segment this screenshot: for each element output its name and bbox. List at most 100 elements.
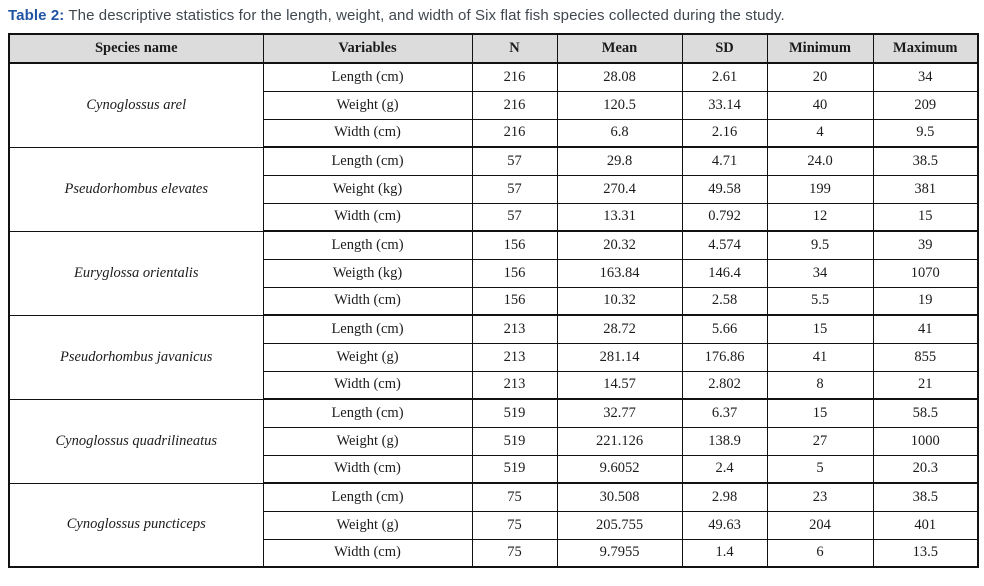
n-cell: 213	[471, 342, 558, 372]
sd-cell: 49.58	[681, 174, 768, 204]
sd-cell: 2.4	[681, 454, 768, 484]
mean-cell: 120.5	[556, 90, 683, 120]
mean-cell: 270.4	[556, 174, 683, 204]
variable-cell: Weight (g)	[262, 510, 473, 540]
min-cell: 5.5	[766, 286, 874, 316]
species-name-cell: Cynoglossus arel	[8, 62, 264, 148]
max-cell: 38.5	[872, 146, 979, 176]
n-cell: 519	[471, 426, 558, 456]
table-row: Width (cm) 213 14.57 2.802 8 21	[9, 370, 979, 400]
mean-cell: 20.32	[556, 230, 683, 260]
table-row: Cynoglossus puncticeps Length (cm) 75 30.50…	[8, 482, 979, 568]
species-name-cell: Pseudorhombus elevates	[8, 146, 264, 232]
variable-cell: Width (cm)	[262, 202, 473, 232]
species-name-cell: Cynoglossus puncticeps	[8, 482, 264, 568]
table-row: Pseudorhombus elevates Length (cm) 57 29.8 4…	[8, 146, 979, 232]
mean-cell: 10.32	[556, 286, 683, 316]
variable-cell: Length (cm)	[262, 230, 473, 260]
sd-cell: 6.37	[681, 398, 768, 428]
variable-cell: Weight (kg)	[262, 174, 473, 204]
max-cell: 19	[872, 286, 979, 316]
table-row: Euryglossa orientalis Length (cm) 156 20.32…	[8, 230, 979, 316]
min-cell: 6	[766, 538, 874, 568]
sd-cell: 176.86	[681, 342, 768, 372]
min-cell: 4	[766, 118, 874, 148]
sd-cell: 33.14	[681, 90, 768, 120]
table-caption: Table 2: The descriptive statistics for …	[8, 7, 977, 24]
min-cell: 15	[766, 398, 874, 428]
variable-cell: Weight (g)	[262, 90, 473, 120]
table-body: Cynoglossus arel Length (cm) 216 28.08 2.61 2…	[8, 62, 979, 568]
table-row: Pseudorhombus javanicus Length (cm) 213 28.…	[8, 314, 979, 400]
min-cell: 9.5	[766, 230, 874, 260]
page: Table 2: The descriptive statistics for …	[8, 7, 979, 568]
variable-cell: Width (cm)	[262, 370, 473, 400]
col-header-species-name: Species name	[8, 33, 264, 64]
max-cell: 209	[872, 90, 979, 120]
header-row: Species name Variables N Mean SD Minimum…	[8, 33, 979, 64]
variable-cell: Length (cm)	[262, 62, 473, 92]
min-cell: 12	[766, 202, 874, 232]
max-cell: 38.5	[872, 482, 979, 512]
variable-cell: Length (cm)	[262, 146, 473, 176]
min-cell: 204	[766, 510, 874, 540]
sd-cell: 4.574	[681, 230, 768, 260]
max-cell: 41	[872, 314, 979, 344]
n-cell: 519	[471, 398, 558, 428]
table-row: Weight (g) 216 120.5 33.14 40 209	[9, 90, 979, 120]
n-cell: 75	[471, 482, 558, 512]
species-name-cell: Pseudorhombus javanicus	[8, 314, 264, 400]
n-cell: 156	[471, 286, 558, 316]
variable-cell: Length (cm)	[262, 398, 473, 428]
species-name-cell: Euryglossa orientalis	[8, 230, 264, 316]
mean-cell: 9.6052	[556, 454, 683, 484]
table-row: Width (cm) 519 9.6052 2.4 5 20.3	[9, 454, 979, 484]
table-row: Width (cm) 57 13.31 0.792 12 15	[9, 202, 979, 232]
sd-cell: 2.98	[681, 482, 768, 512]
sd-cell: 2.16	[681, 118, 768, 148]
mean-cell: 221.126	[556, 426, 683, 456]
n-cell: 156	[471, 258, 558, 288]
min-cell: 5	[766, 454, 874, 484]
min-cell: 27	[766, 426, 874, 456]
table-row: Width (cm) 75 9.7955 1.4 6 13.5	[9, 538, 979, 568]
min-cell: 199	[766, 174, 874, 204]
mean-cell: 9.7955	[556, 538, 683, 568]
table-row: Cynoglossus quadrilineatus Length (cm) 519…	[8, 398, 979, 484]
n-cell: 57	[471, 174, 558, 204]
n-cell: 213	[471, 314, 558, 344]
table-row: Weight (g) 213 281.14 176.86 41 855	[9, 342, 979, 372]
min-cell: 23	[766, 482, 874, 512]
n-cell: 57	[471, 146, 558, 176]
species-name-cell: Cynoglossus quadrilineatus	[8, 398, 264, 484]
sd-cell: 2.61	[681, 62, 768, 92]
mean-cell: 30.508	[556, 482, 683, 512]
sd-cell: 5.66	[681, 314, 768, 344]
max-cell: 401	[872, 510, 979, 540]
min-cell: 20	[766, 62, 874, 92]
variable-cell: Width (cm)	[262, 118, 473, 148]
variable-cell: Width (cm)	[262, 286, 473, 316]
variable-cell: Width (cm)	[262, 454, 473, 484]
mean-cell: 28.72	[556, 314, 683, 344]
max-cell: 58.5	[872, 398, 979, 428]
table-row: Weight (g) 519 221.126 138.9 27 1000	[9, 426, 979, 456]
n-cell: 156	[471, 230, 558, 260]
variable-cell: Weigth (kg)	[262, 258, 473, 288]
variable-cell: Width (cm)	[262, 538, 473, 568]
mean-cell: 6.8	[556, 118, 683, 148]
statistics-table: Species name Variables N Mean SD Minimum…	[8, 33, 979, 568]
variable-cell: Weight (g)	[262, 342, 473, 372]
n-cell: 75	[471, 510, 558, 540]
min-cell: 40	[766, 90, 874, 120]
max-cell: 855	[872, 342, 979, 372]
min-cell: 15	[766, 314, 874, 344]
mean-cell: 281.14	[556, 342, 683, 372]
table-row: Width (cm) 156 10.32 2.58 5.5 19	[9, 286, 979, 316]
col-header-sd: SD	[681, 33, 768, 64]
mean-cell: 29.8	[556, 146, 683, 176]
sd-cell: 4.71	[681, 146, 768, 176]
max-cell: 1070	[872, 258, 979, 288]
max-cell: 34	[872, 62, 979, 92]
n-cell: 216	[471, 62, 558, 92]
